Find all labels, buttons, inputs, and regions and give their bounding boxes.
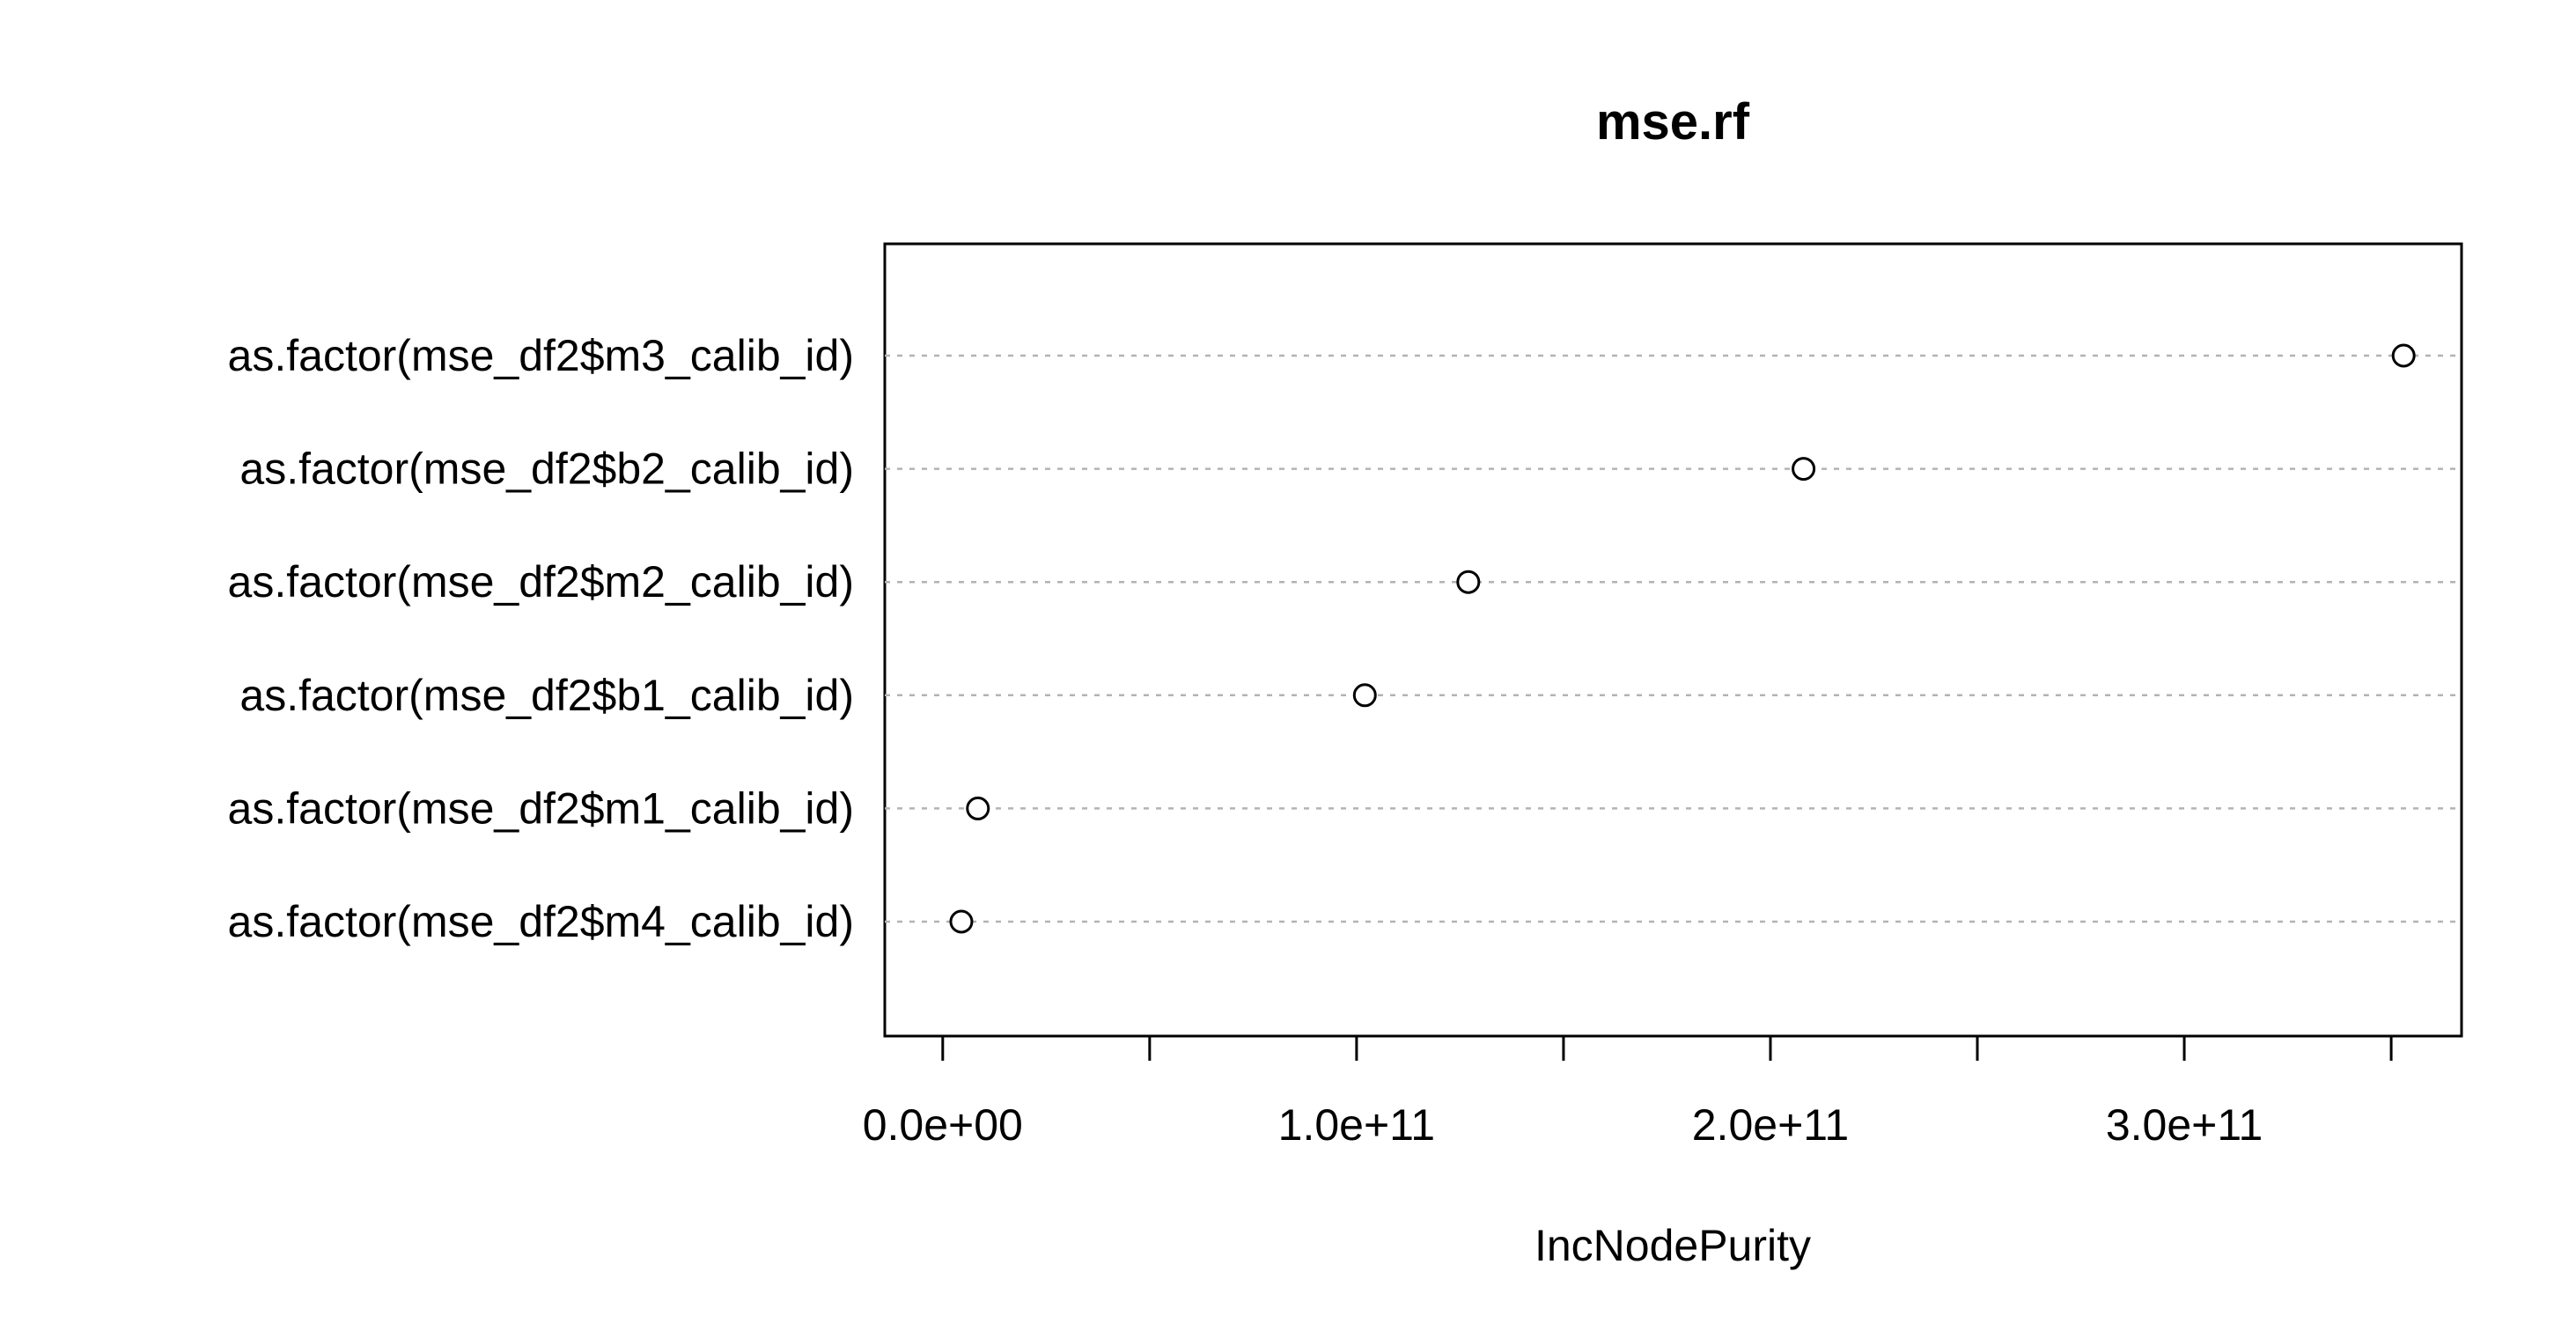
grid-lines bbox=[885, 354, 2462, 923]
variable-label: as.factor(mse_df2$m1_calib_id) bbox=[228, 783, 854, 833]
variable-label: as.factor(mse_df2$m3_calib_id) bbox=[228, 331, 854, 380]
plot-frame bbox=[883, 242, 2463, 1038]
data-point bbox=[1352, 683, 1377, 708]
chart-title: mse.rf bbox=[1596, 93, 1750, 151]
x-axis: 0.0e+00 1.0e+11 2.0e+11 3.0e+11 bbox=[863, 1036, 2393, 1150]
data-point bbox=[966, 796, 990, 820]
x-tick-label: 3.0e+11 bbox=[2106, 1100, 2263, 1150]
data-points bbox=[949, 343, 2416, 934]
variable-labels: as.factor(mse_df2$m3_calib_id) as.factor(… bbox=[228, 331, 854, 946]
data-point bbox=[949, 909, 974, 934]
x-tick-label: 0.0e+00 bbox=[863, 1100, 1023, 1150]
variable-label: as.factor(mse_df2$m2_calib_id) bbox=[228, 557, 854, 607]
data-point bbox=[1792, 457, 1816, 482]
variable-label: as.factor(mse_df2$m4_calib_id) bbox=[228, 897, 854, 946]
x-tick-label: 2.0e+11 bbox=[1692, 1100, 1849, 1150]
data-point bbox=[1456, 570, 1481, 594]
variable-label: as.factor(mse_df2$b1_calib_id) bbox=[239, 671, 854, 720]
x-axis-label: IncNodePurity bbox=[1535, 1221, 1811, 1270]
data-point bbox=[2391, 343, 2416, 368]
variable-label: as.factor(mse_df2$b2_calib_id) bbox=[239, 445, 854, 494]
x-tick-label: 1.0e+11 bbox=[1278, 1100, 1435, 1150]
